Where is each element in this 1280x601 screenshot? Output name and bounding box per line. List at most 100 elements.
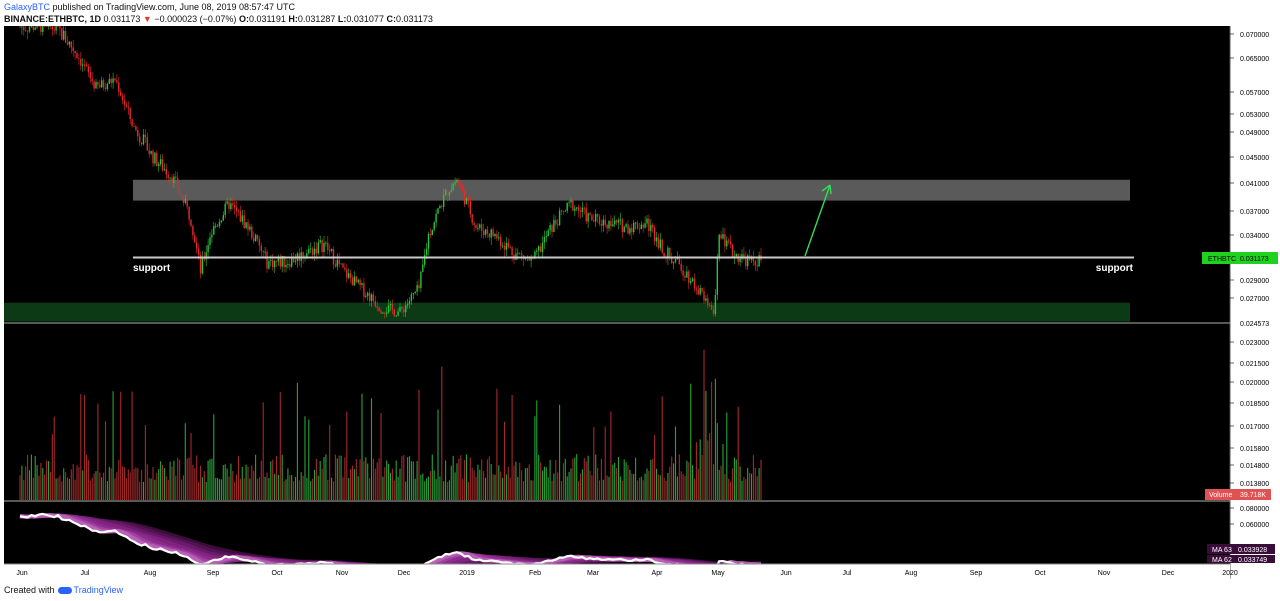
volume-bar xyxy=(747,467,749,500)
price-tick-label: 0.041000 xyxy=(1240,181,1269,188)
time-tick-label: Aug xyxy=(905,570,918,577)
candle xyxy=(102,77,105,91)
volume-bar xyxy=(674,426,677,500)
time-tick-label: Feb xyxy=(529,570,541,577)
candle xyxy=(511,246,513,262)
volume-bar xyxy=(353,468,355,500)
volume-bar xyxy=(374,468,376,500)
change-arrow: ▼ xyxy=(142,14,152,24)
volume-bar xyxy=(201,477,203,500)
volume-bar xyxy=(150,478,152,500)
trading-chart[interactable]: support support 0.070000 0.065000 0.057000… xyxy=(0,26,1280,579)
candle xyxy=(338,252,340,268)
price-tick-label: 0.034000 xyxy=(1240,233,1269,240)
candle xyxy=(509,244,511,249)
volume-bar xyxy=(19,475,21,500)
volume-bar xyxy=(304,416,306,500)
volume-bar xyxy=(657,474,659,500)
volume-bar xyxy=(317,475,319,500)
volume-bar xyxy=(163,468,165,500)
candle xyxy=(53,26,55,35)
candle xyxy=(209,232,211,250)
volume-bar xyxy=(270,461,272,500)
candle xyxy=(144,129,147,143)
support-zone[interactable] xyxy=(4,302,1130,322)
author-link[interactable]: GalaxyBTC xyxy=(4,2,51,12)
candle xyxy=(621,218,623,239)
volume-bar xyxy=(161,464,164,500)
volume-bar xyxy=(682,473,684,500)
projection-arrow[interactable] xyxy=(804,184,832,257)
volume-bar xyxy=(226,468,228,500)
volume-bar xyxy=(437,409,439,500)
ohlc-low-value: 0.031077 xyxy=(346,14,384,24)
volume-bar xyxy=(408,456,411,500)
candle xyxy=(319,235,321,244)
candle xyxy=(36,26,38,30)
volume-bar xyxy=(416,461,418,500)
volume-bar xyxy=(334,454,336,500)
candle xyxy=(691,276,694,283)
volume-bar xyxy=(735,459,737,500)
volume-bar xyxy=(209,459,211,500)
candle xyxy=(363,277,365,303)
volume-bar xyxy=(247,466,249,500)
volume-bar xyxy=(296,382,298,500)
volume-bar xyxy=(667,473,669,500)
candle xyxy=(108,73,110,85)
candle xyxy=(228,197,230,214)
candle xyxy=(686,265,688,278)
volume-tick-label: 0.020000 xyxy=(1240,380,1269,387)
volume-bar xyxy=(743,476,745,500)
volume-bar xyxy=(559,404,561,500)
candle xyxy=(133,122,135,127)
candle xyxy=(169,177,171,182)
candle xyxy=(661,238,663,255)
candle xyxy=(488,232,490,241)
tradingview-link[interactable]: TradingView xyxy=(73,585,124,595)
volume-bar xyxy=(165,476,167,500)
candle xyxy=(444,188,447,196)
volume-bar xyxy=(462,478,464,500)
volume-bar xyxy=(439,476,441,500)
volume-bar xyxy=(521,470,523,500)
time-tick-label: Nov xyxy=(336,570,349,577)
volume-bar xyxy=(669,466,671,500)
candle xyxy=(184,194,186,205)
candle xyxy=(51,26,53,36)
candle xyxy=(211,229,213,244)
candle xyxy=(283,255,285,273)
volume-bar xyxy=(370,398,373,500)
volume-bar xyxy=(308,419,310,500)
candle xyxy=(482,223,485,239)
volume-bar xyxy=(752,455,754,500)
volume-bar xyxy=(693,478,696,500)
candle xyxy=(553,214,555,233)
candle xyxy=(593,213,595,223)
candle xyxy=(422,259,424,273)
volume-bar xyxy=(538,454,540,500)
volume-bar xyxy=(291,475,293,500)
resistance-zone[interactable] xyxy=(133,179,1130,201)
volume-bar xyxy=(289,475,291,500)
candle xyxy=(123,93,126,111)
publish-text: published on TradingView.com, June 08, 2… xyxy=(52,2,296,12)
volume-bar xyxy=(34,456,36,500)
volume-bar xyxy=(467,481,469,500)
volume-bar xyxy=(357,476,359,500)
volume-bar xyxy=(372,458,374,500)
candle xyxy=(190,219,192,228)
volume-label: Volume xyxy=(1209,492,1232,499)
candle xyxy=(254,233,257,243)
volume-bar xyxy=(160,461,162,500)
candle xyxy=(45,26,48,27)
volume-bar xyxy=(642,480,644,500)
volume-bar xyxy=(127,469,129,500)
candle xyxy=(61,27,63,41)
candle xyxy=(180,192,183,201)
price-axis-background xyxy=(1230,26,1280,579)
volume-bar xyxy=(418,389,420,500)
volume-bar xyxy=(285,479,287,500)
volume-bar xyxy=(114,478,116,500)
volume-bar xyxy=(154,479,156,500)
